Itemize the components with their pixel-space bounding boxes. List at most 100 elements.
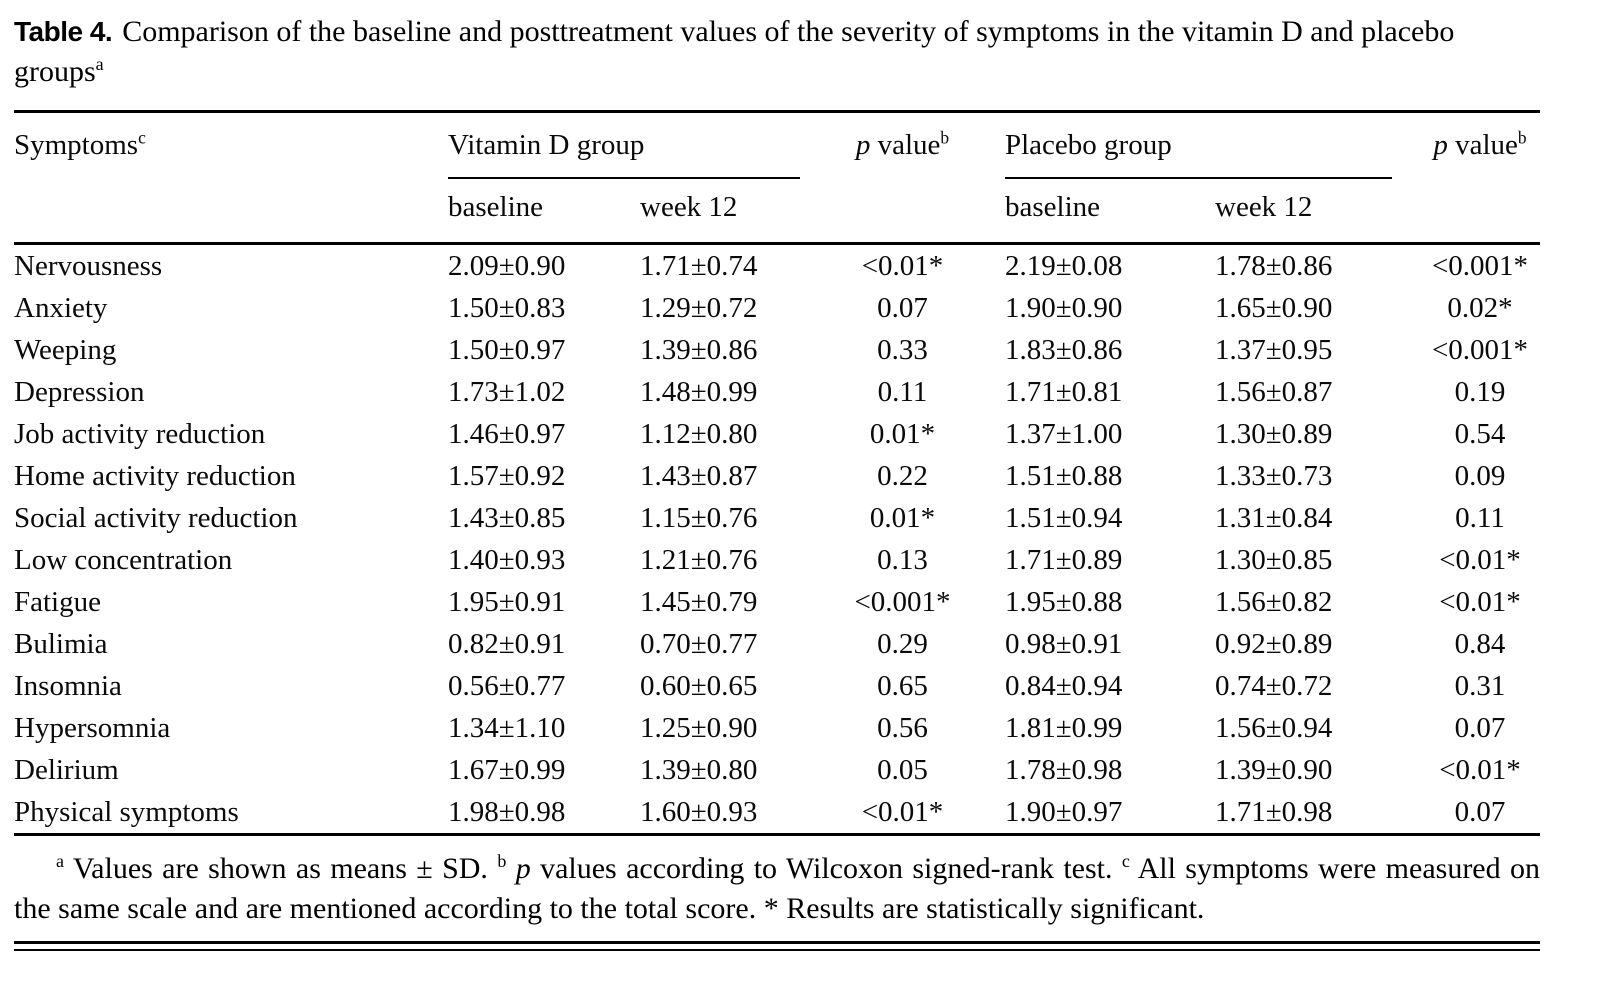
vd-week12-cell: 1.15±0.76 bbox=[640, 502, 758, 534]
placebo-week12-cell: 1.56±0.82 bbox=[1215, 586, 1333, 618]
subheader-vd-week12: week 12 bbox=[640, 191, 738, 223]
vd-p-value-cell: 0.01* bbox=[869, 418, 936, 450]
placebo-baseline-cell: 1.90±0.97 bbox=[1005, 796, 1123, 828]
placebo-p-value-cell: 0.19 bbox=[1454, 376, 1506, 408]
placebo-week12-cell: 1.30±0.89 bbox=[1215, 418, 1333, 450]
vd-p-value-cell: 0.29 bbox=[877, 628, 928, 660]
symptom-cell: Insomnia bbox=[14, 670, 122, 702]
p-italic: p bbox=[1433, 129, 1448, 161]
symptoms-header-superscript: c bbox=[138, 127, 146, 148]
symptom-cell: Bulimia bbox=[14, 628, 108, 660]
table-row: Fatigue 1.95±0.91 1.45±0.79 <0.001* 1.95… bbox=[14, 581, 1540, 623]
table-body: Nervousness 2.09±0.90 1.71±0.74 <0.01* 2… bbox=[14, 244, 1540, 835]
vitamin-d-group-underline: Vitamin D group bbox=[448, 129, 800, 179]
placebo-baseline-cell: 1.83±0.86 bbox=[1005, 334, 1123, 366]
footnote-superscript-a: a bbox=[56, 851, 64, 871]
vd-p-value-cell: 0.33 bbox=[877, 334, 928, 366]
placebo-week12-cell: 1.33±0.73 bbox=[1215, 460, 1333, 492]
placebo-group-label: Placebo group bbox=[1005, 129, 1172, 161]
vd-week12-cell: 1.39±0.80 bbox=[640, 754, 758, 786]
table-row: Social activity reduction 1.43±0.85 1.15… bbox=[14, 497, 1540, 539]
col-header-vitamin-d-group: Vitamin D group bbox=[448, 112, 800, 179]
p-value-superscript: b bbox=[940, 127, 950, 148]
vd-baseline-cell: 0.82±0.91 bbox=[448, 628, 566, 660]
vd-week12-cell: 1.71±0.74 bbox=[640, 250, 758, 282]
vd-p-value-cell: 0.05 bbox=[877, 754, 928, 786]
symptom-cell: Low concentration bbox=[14, 544, 233, 576]
placebo-p-value-cell: 0.09 bbox=[1454, 460, 1506, 492]
placebo-week12-cell: 1.30±0.85 bbox=[1215, 544, 1333, 576]
placebo-week12-cell: 1.78±0.86 bbox=[1215, 250, 1333, 282]
footnote-text-a: Values are shown as means ± SD. bbox=[72, 852, 488, 885]
group-header-row: Symptomsc Vitamin D group p valueb Place… bbox=[14, 112, 1540, 179]
table-row: Weeping 1.50±0.97 1.39±0.86 0.33 1.83±0.… bbox=[14, 329, 1540, 371]
paper-table-figure: Table 4. Comparison of the baseline and p… bbox=[14, 0, 1540, 951]
vd-p-value-cell: 0.11 bbox=[877, 376, 928, 408]
vd-p-value-cell: 0.56 bbox=[877, 712, 928, 744]
vd-week12-cell: 1.12±0.80 bbox=[640, 418, 758, 450]
vd-p-value-cell: 0.01* bbox=[869, 502, 936, 534]
table-row: Insomnia 0.56±0.77 0.60±0.65 0.65 0.84±0… bbox=[14, 665, 1540, 707]
vd-baseline-cell: 1.73±1.02 bbox=[448, 376, 566, 408]
placebo-baseline-cell: 1.51±0.94 bbox=[1005, 502, 1123, 534]
table-row: Delirium 1.67±0.99 1.39±0.80 0.05 1.78±0… bbox=[14, 749, 1540, 791]
symptom-cell: Depression bbox=[14, 376, 145, 408]
table-caption: Table 4. Comparison of the baseline and p… bbox=[14, 0, 1540, 92]
subheader-placebo-baseline: baseline bbox=[1005, 191, 1101, 223]
vd-baseline-cell: 1.34±1.10 bbox=[448, 712, 566, 744]
placebo-group-underline: Placebo group bbox=[1005, 129, 1392, 179]
vd-baseline-cell: 1.57±0.92 bbox=[448, 460, 566, 492]
placebo-week12-cell: 1.31±0.84 bbox=[1215, 502, 1333, 534]
table-row: Bulimia 0.82±0.91 0.70±0.77 0.29 0.98±0.… bbox=[14, 623, 1540, 665]
table-row: Depression 1.73±1.02 1.48±0.99 0.11 1.71… bbox=[14, 371, 1540, 413]
p-italic: p bbox=[855, 129, 871, 161]
table-row: Job activity reduction 1.46±0.97 1.12±0.… bbox=[14, 413, 1540, 455]
col-header-placebo-group: Placebo group bbox=[1005, 112, 1420, 179]
symptom-cell: Physical symptoms bbox=[14, 796, 239, 828]
vd-p-value-cell: <0.01* bbox=[861, 250, 944, 282]
placebo-p-value-cell: <0.01* bbox=[1439, 586, 1521, 618]
vd-week12-cell: 1.48±0.99 bbox=[640, 376, 758, 408]
vd-week12-cell: 1.60±0.93 bbox=[640, 796, 758, 828]
col-header-p-value-vitamin-d: p valueb bbox=[800, 112, 1005, 244]
vd-week12-cell: 1.29±0.72 bbox=[640, 292, 758, 324]
symptom-cell: Weeping bbox=[14, 334, 117, 366]
placebo-baseline-cell: 1.81±0.99 bbox=[1005, 712, 1123, 744]
symptom-cell: Nervousness bbox=[14, 250, 163, 282]
placebo-baseline-cell: 1.90±0.90 bbox=[1005, 292, 1123, 324]
table-footnote: a Values are shown as means ± SD. b p va… bbox=[14, 849, 1540, 929]
p-value-word: value bbox=[877, 129, 941, 161]
placebo-baseline-cell: 0.98±0.91 bbox=[1005, 628, 1123, 660]
vd-week12-cell: 1.25±0.90 bbox=[640, 712, 758, 744]
footnote-text-c: All symptoms were measured on the same s… bbox=[14, 852, 1540, 925]
vd-week12-cell: 1.43±0.87 bbox=[640, 460, 758, 492]
vd-p-value-cell: 0.22 bbox=[877, 460, 928, 492]
table-bottom-rule bbox=[14, 941, 1540, 951]
symptoms-header-label: Symptoms bbox=[14, 129, 139, 161]
vd-baseline-cell: 1.50±0.83 bbox=[448, 292, 566, 324]
p-value-superscript: b bbox=[1517, 127, 1527, 148]
placebo-week12-cell: 0.92±0.89 bbox=[1215, 628, 1333, 660]
vd-week12-cell: 1.45±0.79 bbox=[640, 586, 758, 618]
placebo-week12-cell: 1.65±0.90 bbox=[1215, 292, 1333, 324]
placebo-week12-cell: 1.56±0.87 bbox=[1215, 376, 1333, 408]
table-row: Physical symptoms 1.98±0.98 1.60±0.93 <0… bbox=[14, 791, 1540, 835]
vd-baseline-cell: 1.67±0.99 bbox=[448, 754, 566, 786]
placebo-week12-cell: 1.71±0.98 bbox=[1215, 796, 1333, 828]
placebo-p-value-cell: 0.07 bbox=[1454, 712, 1506, 744]
table-row: Low concentration 1.40±0.93 1.21±0.76 0.… bbox=[14, 539, 1540, 581]
placebo-week12-cell: 1.39±0.90 bbox=[1215, 754, 1333, 786]
table-row: Nervousness 2.09±0.90 1.71±0.74 <0.01* 2… bbox=[14, 244, 1540, 288]
footnote-superscript-c: c bbox=[1121, 851, 1130, 871]
p-value-word: value bbox=[1455, 129, 1518, 161]
vd-baseline-cell: 2.09±0.90 bbox=[448, 250, 566, 282]
vd-baseline-cell: 1.43±0.85 bbox=[448, 502, 566, 534]
symptom-cell: Home activity reduction bbox=[14, 460, 296, 492]
table-header: Symptomsc Vitamin D group p valueb Place… bbox=[14, 112, 1540, 244]
placebo-week12-cell: 1.56±0.94 bbox=[1215, 712, 1333, 744]
vd-baseline-cell: 0.56±0.77 bbox=[448, 670, 566, 702]
vd-baseline-cell: 1.98±0.98 bbox=[448, 796, 566, 828]
placebo-baseline-cell: 0.84±0.94 bbox=[1005, 670, 1123, 702]
placebo-p-value-cell: 0.84 bbox=[1454, 628, 1506, 660]
vd-p-value-cell: 0.07 bbox=[877, 292, 928, 324]
